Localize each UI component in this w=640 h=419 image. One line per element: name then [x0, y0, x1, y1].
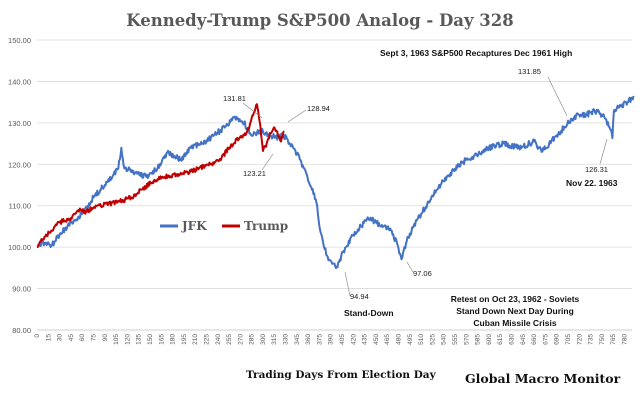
x-tick-label: 765 — [610, 334, 617, 345]
x-tick-label: 210 — [192, 334, 199, 345]
y-tick-label: 140.00 — [8, 77, 31, 86]
x-tick-label: 705 — [565, 334, 572, 345]
annotation-nov-label: Nov 22. 1963 — [566, 178, 618, 188]
annotation-retest-line-2: Stand Down Next Day During — [456, 306, 574, 316]
x-tick-label: 285 — [249, 334, 256, 345]
x-tick-label: 555 — [452, 334, 459, 345]
y-axis-ticks: 80.00 90.00 100.00 110.00 120.00 130.00 140.00… — [8, 36, 31, 335]
x-tick-label: 45 — [68, 334, 75, 342]
y-tick-label: 130.00 — [8, 119, 31, 128]
annotation-stand-down: Stand-Down — [344, 308, 394, 318]
x-axis-label: Trading Days From Election Day — [246, 369, 437, 381]
annotation-retest-line-3: Cuban Missile Crisis — [473, 318, 556, 328]
x-tick-label: 90 — [102, 334, 109, 342]
x-tick-label: 345 — [294, 334, 301, 345]
x-tick-label: 300 — [260, 334, 267, 345]
x-tick-label: 780 — [621, 334, 628, 345]
x-tick-label: 675 — [542, 334, 549, 345]
leader-trump-low — [261, 153, 274, 171]
x-tick-label: 495 — [407, 334, 414, 345]
x-tick-label: 360 — [305, 334, 312, 345]
x-tick-label: 540 — [441, 334, 448, 345]
legend-label-jfk: JFK — [181, 219, 207, 233]
x-tick-label: 0 — [34, 334, 41, 338]
annotation-sept-1963: Sept 3, 1963 S&P500 Recaptures Dec 1961 … — [380, 48, 572, 58]
y-tick-label: 110.00 — [9, 202, 31, 211]
annotation-low-1962: 94.94 — [350, 292, 369, 301]
series-line-jfk — [36, 95, 635, 270]
legend: JFK Trump — [160, 219, 288, 233]
leader-low-1962 — [344, 271, 351, 297]
annotation-trump-low: 123.21 — [243, 169, 266, 178]
x-tick-label: 615 — [497, 334, 504, 345]
leader-low-oct — [406, 261, 414, 273]
x-tick-label: 15 — [45, 334, 52, 342]
x-tick-label: 405 — [339, 334, 346, 345]
leader-jfk-peak — [242, 102, 263, 119]
brand-label: Global Macro Monitor — [465, 371, 621, 386]
x-tick-label: 120 — [124, 334, 131, 345]
x-tick-label: 750 — [599, 334, 606, 345]
x-tick-label: 585 — [475, 334, 482, 345]
x-tick-label: 525 — [429, 334, 436, 345]
leader-trump-peak — [287, 109, 307, 123]
grid-lines — [37, 39, 632, 289]
x-tick-label: 75 — [90, 334, 97, 342]
y-tick-label: 90.00 — [12, 285, 31, 294]
x-tick-label: 435 — [362, 334, 369, 345]
x-tick-label: 420 — [350, 334, 357, 345]
x-tick-label: 600 — [486, 334, 493, 345]
x-tick-label: 30 — [57, 334, 64, 342]
x-tick-label: 105 — [113, 334, 120, 345]
x-tick-label: 570 — [463, 334, 470, 345]
x-tick-label: 630 — [508, 334, 515, 345]
x-tick-label: 660 — [531, 334, 538, 345]
y-tick-label: 150.00 — [8, 36, 31, 45]
x-tick-label: 270 — [237, 334, 244, 345]
chart-title: Kennedy-Trump S&P500 Analog - Day 328 — [126, 11, 514, 30]
leader-nov-value — [599, 138, 608, 165]
series-line-trump — [36, 103, 285, 249]
x-tick-label: 330 — [283, 334, 290, 345]
x-tick-label: 315 — [271, 334, 278, 345]
x-axis-ticks: 0 15 30 45 60 75 90 105 120 135 150 165 180 195 210 225… — [34, 334, 628, 345]
x-tick-label: 690 — [554, 334, 561, 345]
x-tick-label: 255 — [226, 334, 233, 345]
annotation-trump-peak: 128.94 — [307, 104, 330, 113]
leader-high-1963 — [547, 76, 568, 117]
y-tick-label: 120.00 — [8, 160, 31, 169]
x-tick-label: 510 — [418, 334, 425, 345]
x-tick-label: 150 — [147, 334, 154, 345]
annotation-high-1963: 131.85 — [518, 67, 541, 76]
x-tick-label: 735 — [588, 334, 595, 345]
x-tick-label: 390 — [328, 334, 335, 345]
y-tick-label: 80.00 — [12, 326, 31, 335]
x-tick-label: 195 — [181, 334, 188, 345]
annotation-jfk-peak: 131.81 — [223, 94, 246, 103]
x-tick-label: 135 — [136, 334, 143, 345]
y-tick-label: 100.00 — [8, 243, 31, 252]
legend-label-trump: Trump — [244, 219, 288, 233]
annotation-low-oct: 97.06 — [413, 269, 432, 278]
x-tick-label: 645 — [520, 334, 527, 345]
annotation-nov-value: 126.31 — [585, 165, 608, 174]
x-tick-label: 450 — [373, 334, 380, 345]
x-tick-label: 225 — [203, 334, 210, 345]
x-tick-label: 165 — [158, 334, 165, 345]
x-tick-label: 465 — [384, 334, 391, 345]
x-tick-label: 60 — [79, 334, 86, 342]
x-tick-label: 720 — [576, 334, 583, 345]
x-tick-label: 480 — [396, 334, 403, 345]
x-tick-label: 375 — [316, 334, 323, 345]
x-tick-label: 180 — [170, 334, 177, 345]
x-tick-label: 240 — [215, 334, 222, 345]
annotation-retest-line-1: Retest on Oct 23, 1962 - Soviets — [451, 294, 580, 304]
